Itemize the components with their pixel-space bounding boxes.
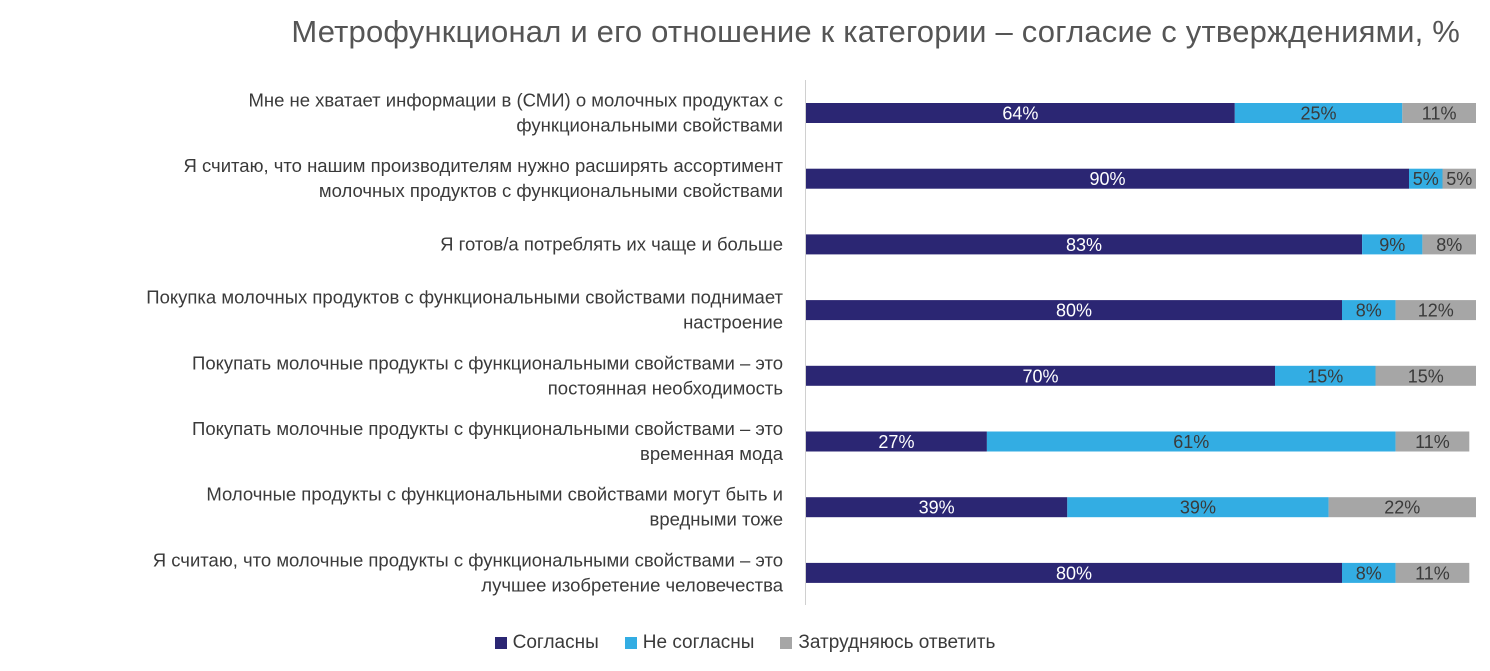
data-label: 39% (1180, 498, 1216, 518)
bar-segment (1275, 365, 1376, 386)
data-label: 8% (1356, 563, 1382, 583)
bar-segment (1442, 168, 1476, 189)
category-label: Я считаю, что молочные продукты с функци… (153, 549, 784, 595)
bar-segment (1409, 168, 1443, 189)
data-label: 27% (878, 432, 914, 452)
bar-segment (1395, 562, 1470, 583)
data-label: 11% (1422, 104, 1457, 124)
data-label: 25% (1301, 104, 1337, 124)
bar-segment (1362, 234, 1423, 255)
data-label: 8% (1356, 301, 1382, 321)
legend-swatch (494, 637, 507, 649)
bar-segment (1375, 365, 1476, 386)
legend-label: Не согласны (642, 632, 755, 653)
category-label: Покупать молочные продукты с функциональ… (192, 418, 784, 464)
data-label: 5% (1413, 169, 1439, 189)
data-label: 90% (1089, 169, 1125, 189)
bar-segment (806, 234, 1363, 255)
data-label: 11% (1415, 563, 1450, 583)
bar-segment (1395, 431, 1470, 452)
category-label: Мне не хватает информации в (СМИ) о моло… (248, 90, 783, 136)
bar-segment (806, 168, 1409, 189)
data-label: 83% (1066, 235, 1102, 255)
data-label: 61% (1173, 432, 1209, 452)
data-label: 15% (1307, 366, 1343, 386)
bar-segment (1067, 497, 1329, 518)
bar-segment (1342, 562, 1396, 583)
category-label: Молочные продукты с функциональными свой… (206, 484, 783, 530)
data-label: 9% (1379, 235, 1405, 255)
bar-segment (1395, 300, 1476, 321)
data-label: 22% (1384, 498, 1420, 518)
data-label: 80% (1056, 563, 1092, 583)
bar-segment (806, 562, 1342, 583)
data-label: 8% (1436, 235, 1462, 255)
bar-segment (806, 497, 1068, 518)
chart-title: Метрофункционал и его отношение к катего… (291, 14, 1460, 49)
category-label: Я считаю, что нашим производителям нужно… (184, 155, 784, 201)
data-label: 80% (1056, 301, 1092, 321)
bar-segment (1402, 103, 1476, 123)
category-label: Покупка молочных продуктов с функциональ… (146, 287, 783, 333)
legend-item: Согласны (494, 632, 599, 654)
data-label: 11% (1415, 432, 1450, 452)
legend-item: Не согласны (624, 632, 755, 654)
bar-segment (986, 431, 1396, 452)
data-label: 70% (1022, 366, 1058, 386)
bar-segment (1234, 103, 1403, 123)
data-label: 64% (1002, 104, 1038, 124)
legend-label: Затрудняюсь ответить (798, 632, 996, 653)
legend-swatch (780, 637, 793, 649)
chart-legend: Согласны Не согласны Затрудняюсь ответить (0, 632, 1490, 654)
data-label: 12% (1418, 301, 1454, 321)
bar-segment (1342, 300, 1396, 321)
bar-segment (1328, 497, 1476, 518)
data-label: 5% (1446, 169, 1472, 189)
legend-item: Затрудняюсь ответить (780, 632, 995, 654)
bar-segment (806, 431, 987, 452)
bar-segment (1422, 234, 1476, 255)
data-label: 39% (919, 498, 955, 518)
data-label: 15% (1408, 366, 1444, 386)
bar-segment (806, 103, 1235, 123)
bar-segment (806, 300, 1342, 321)
category-label: Я готов/а потреблять их чаще и больше (440, 233, 783, 254)
legend-label: Согласны (512, 632, 599, 653)
stacked-bar-chart: Мне не хватает информации в (СМИ) о моло… (146, 80, 1476, 605)
legend-swatch (624, 637, 637, 649)
category-label: Покупать молочные продукты с функциональ… (192, 352, 783, 398)
bar-segment (806, 365, 1275, 386)
